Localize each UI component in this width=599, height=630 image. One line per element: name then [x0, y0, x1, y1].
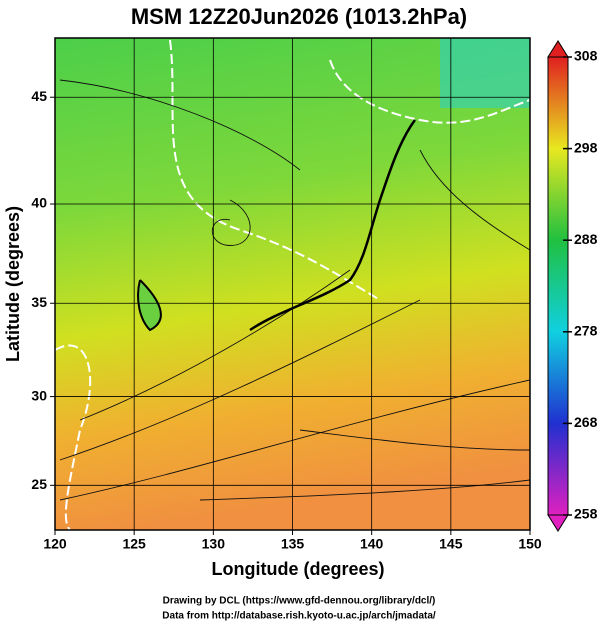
coastline	[249, 119, 417, 332]
y-tick-label: 25	[31, 476, 47, 492]
x-tick-label: 120	[43, 536, 67, 552]
colorbar-extend-bottom	[547, 514, 569, 532]
y-tick-label: 35	[31, 294, 47, 310]
x-tick-label: 150	[518, 536, 542, 552]
colorbar-tick-label: 278	[574, 323, 598, 339]
x-tick-label: 135	[281, 536, 305, 552]
x-tick-label: 130	[202, 536, 226, 552]
colorbar-extend-top	[547, 40, 569, 58]
colorbar-tick-label: 258	[574, 506, 598, 522]
streamline	[299, 429, 530, 451]
y-tick-label: 45	[31, 88, 47, 104]
colorbar-tick-label: 298	[574, 139, 598, 155]
contour-line	[169, 39, 381, 301]
x-tick-label: 140	[360, 536, 384, 552]
x-axis-label: Longitude (degrees)	[211, 559, 384, 579]
streamline	[79, 269, 351, 421]
footer-line: Data from http://database.rish.kyoto-u.a…	[162, 611, 436, 622]
streamline	[199, 479, 530, 501]
streamline	[211, 199, 251, 246]
chart-title: MSM 12Z20Jun2026 (1013.2hPa)	[131, 4, 467, 29]
x-tick-label: 145	[439, 536, 463, 552]
y-axis-label: Latitude (degrees)	[3, 206, 23, 362]
streamline	[59, 79, 301, 171]
colorbar	[547, 56, 569, 516]
y-tick-label: 30	[31, 387, 47, 403]
cold-region	[440, 38, 530, 108]
coastline	[137, 279, 162, 332]
x-tick-label: 125	[122, 536, 146, 552]
colorbar-tick-label: 288	[574, 231, 598, 247]
streamline	[59, 379, 530, 501]
contour-line	[329, 59, 530, 124]
y-tick-label: 40	[31, 195, 47, 211]
footer-line: Drawing by DCL (https://www.gfd-dennou.o…	[163, 596, 436, 607]
colorbar-tick-label: 308	[574, 48, 598, 64]
colorbar-tick-label: 268	[574, 414, 598, 430]
